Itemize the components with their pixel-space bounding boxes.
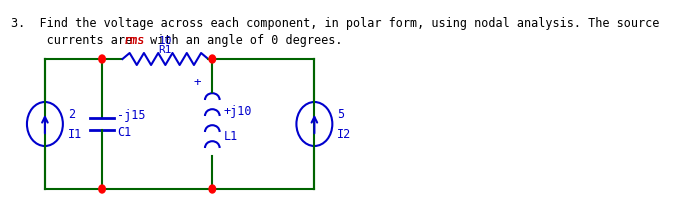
Circle shape bbox=[99, 185, 105, 193]
Text: rms: rms bbox=[124, 34, 145, 47]
Text: I1: I1 bbox=[68, 128, 82, 141]
Text: 2: 2 bbox=[68, 107, 75, 120]
Circle shape bbox=[99, 55, 105, 63]
Text: 5: 5 bbox=[337, 107, 344, 120]
Circle shape bbox=[209, 55, 216, 63]
Text: L1: L1 bbox=[224, 129, 238, 143]
Circle shape bbox=[209, 185, 216, 193]
Text: I2: I2 bbox=[337, 128, 352, 141]
Text: rms: rms bbox=[124, 34, 145, 47]
Text: -j15: -j15 bbox=[117, 110, 145, 122]
Text: currents are: currents are bbox=[10, 34, 139, 47]
Text: +j10: +j10 bbox=[224, 106, 252, 119]
Text: +: + bbox=[194, 76, 201, 89]
Text: R1: R1 bbox=[159, 45, 172, 55]
Text: 10: 10 bbox=[159, 36, 172, 46]
Text: 3.  Find the voltage across each component, in polar form, using nodal analysis.: 3. Find the voltage across each componen… bbox=[10, 17, 659, 30]
Text: C1: C1 bbox=[117, 125, 131, 138]
Text: with an angle of 0 degrees.: with an angle of 0 degrees. bbox=[143, 34, 342, 47]
